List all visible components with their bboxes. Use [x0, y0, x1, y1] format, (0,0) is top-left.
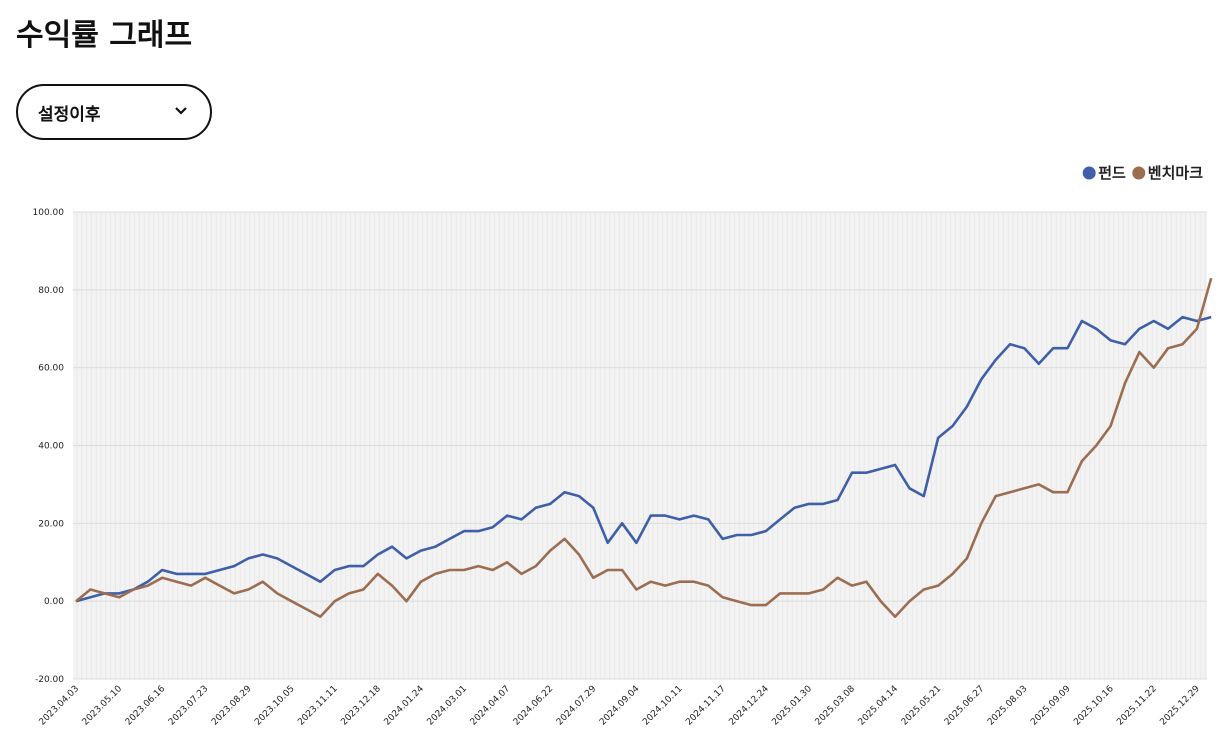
x-tick-label: 2025.06.27 — [943, 684, 987, 728]
x-tick-label: 2024.09.04 — [598, 684, 642, 728]
y-tick-label: 100.00 — [33, 208, 65, 218]
x-tick-label: 2024.07.29 — [555, 684, 599, 728]
legend-label: 벤치마크 — [1148, 164, 1203, 182]
series-line — [75, 277, 1213, 618]
y-tick-label: 0.00 — [44, 597, 64, 607]
dropdown-label: 설정이후 — [38, 104, 101, 125]
x-tick-label: 2023.12.18 — [339, 684, 383, 728]
y-tick-label: -20.00 — [35, 675, 64, 685]
x-tick-label: 2025.11.22 — [1115, 684, 1159, 728]
period-dropdown[interactable]: 설정이후 — [16, 84, 212, 140]
y-tick-label: 20.00 — [38, 519, 64, 529]
x-tick-label: 2024.04.07 — [469, 684, 513, 728]
chevron — [175, 107, 187, 115]
x-tick-label: 2025.08.03 — [986, 684, 1030, 728]
x-tick-label: 2025.03.08 — [814, 684, 858, 728]
x-tick-label: 2025.09.09 — [1029, 684, 1073, 728]
x-tick-label: 2025.04.14 — [857, 684, 901, 728]
x-tick-label: 2024.01.24 — [382, 684, 426, 728]
x-tick-label: 2023.06.16 — [124, 684, 168, 728]
series-line — [75, 315, 1212, 603]
legend-marker — [1082, 166, 1096, 180]
x-tick-label: 2023.05.10 — [81, 684, 125, 728]
x-tick-label: 2024.11.17 — [684, 684, 728, 728]
x-tick-label: 2023.10.05 — [253, 684, 297, 728]
legend: 벤치마크 펀드 — [1082, 164, 1203, 182]
x-tick-label: 2025.05.21 — [900, 684, 944, 728]
x-tick-label: 2024.12.24 — [727, 684, 771, 728]
y-tick-label: 60.00 — [38, 364, 64, 374]
x-tick-label: 2025.10.16 — [1072, 684, 1116, 728]
x-tick-label: 2024.10.11 — [641, 684, 685, 728]
y-tick-label: 80.00 — [38, 286, 64, 296]
x-tick-label: 2024.03.01 — [426, 684, 470, 728]
legend-marker — [1132, 166, 1146, 180]
x-tick-label: 2025.12.29 — [1158, 684, 1202, 728]
x-tick-label: 2023.07.23 — [167, 684, 211, 728]
page-title: 수익률 그래프 — [16, 18, 193, 53]
x-tick-label: 2025.01.30 — [770, 684, 814, 728]
chart: -20.00 0.00 20.00 40.00 60.00 80.00 100.00 2023… — [33, 164, 1213, 728]
legend-label: 펀드 — [1098, 164, 1126, 182]
y-tick-label: 40.00 — [38, 442, 64, 452]
x-tick-label: 2023.08.29 — [210, 684, 254, 728]
x-tick-label: 2023.04.03 — [38, 684, 82, 728]
x-tick-label: 2024.06.22 — [512, 684, 556, 728]
x-tick-label: 2023.11.11 — [296, 684, 340, 728]
